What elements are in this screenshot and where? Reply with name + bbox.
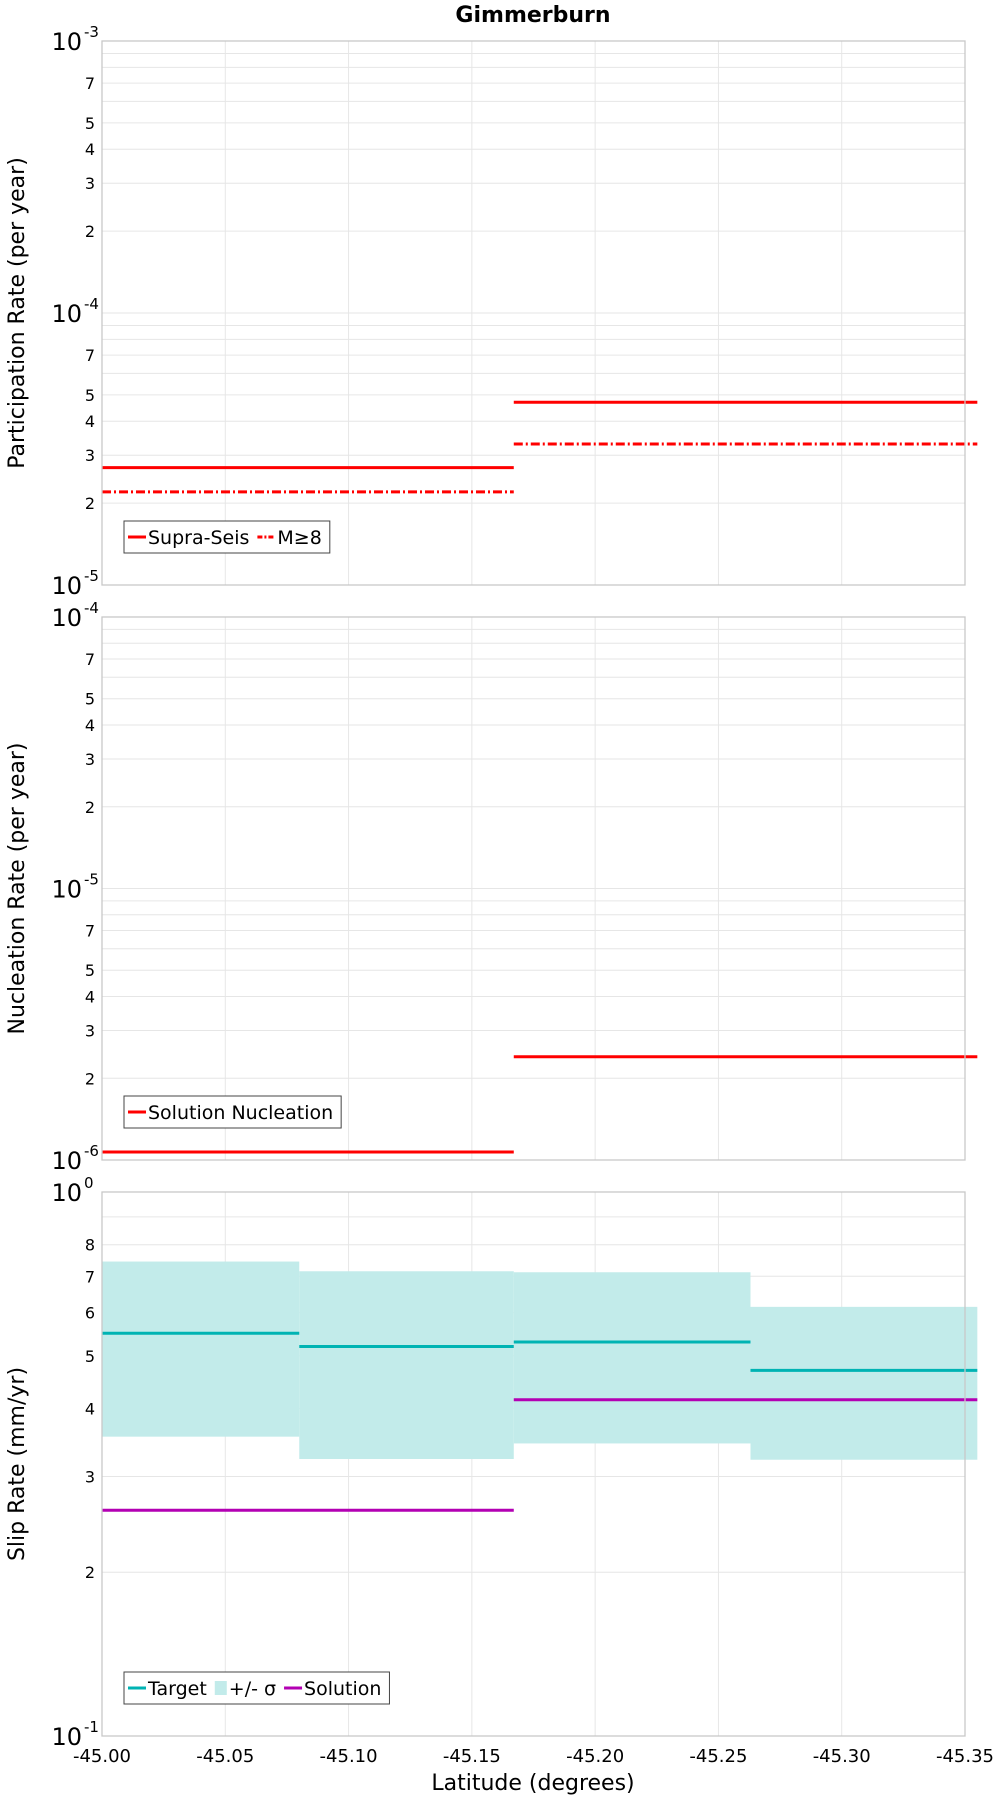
x-tick-label: -45.35	[936, 1746, 994, 1767]
y-tick-label: 7	[85, 74, 95, 93]
band-segment	[102, 1261, 300, 1437]
y-tick-exponent: -4	[84, 599, 99, 617]
y-tick-label: 5	[85, 961, 95, 980]
y-tick-exponent: -1	[84, 1718, 99, 1736]
y-tick-exponent: -3	[84, 23, 99, 41]
legend: Solution Nucleation	[123, 1095, 342, 1129]
y-tick-label: 5	[85, 1347, 95, 1366]
legend-swatch	[214, 1681, 227, 1695]
chart-title: Gimmerburn	[455, 3, 610, 28]
band-segment	[513, 1272, 751, 1444]
y-tick-label: 2	[85, 798, 95, 817]
x-tick-label: -45.20	[566, 1746, 624, 1767]
plot-frame	[101, 1191, 966, 1737]
band-segment	[750, 1306, 978, 1460]
legend-label: Target	[147, 1678, 207, 1700]
legend-label: +/- σ	[229, 1678, 276, 1700]
y-tick-label: 10	[51, 1179, 82, 1207]
y-tick-label: 10	[51, 572, 82, 600]
y-tick-label: 6	[85, 1304, 95, 1323]
x-tick-label: -45.00	[73, 1746, 131, 1767]
y-tick-label: 7	[85, 346, 95, 365]
y-axis-label: Slip Rate (mm/yr)	[5, 1367, 30, 1561]
x-axis-label: Latitude (degrees)	[431, 1771, 634, 1796]
y-tick-exponent: -5	[84, 567, 99, 585]
y-tick-exponent: 0	[84, 1174, 94, 1192]
x-tick-label: -45.05	[196, 1746, 254, 1767]
y-tick-label: 4	[85, 716, 95, 735]
y-tick-exponent: -4	[84, 295, 99, 313]
y-tick-label: 4	[85, 412, 95, 431]
plot-frame	[101, 616, 966, 1161]
y-tick-label: 7	[85, 922, 95, 941]
y-tick-label: 10	[51, 604, 82, 632]
y-tick-label: 10	[51, 1723, 82, 1751]
y-tick-label: 10	[51, 1147, 82, 1175]
y-tick-label: 8	[85, 1236, 95, 1255]
legend-label: Supra-Seis	[148, 527, 249, 549]
y-tick-label: 10	[51, 300, 82, 328]
legend: Target +/- σ Solution	[123, 1671, 390, 1705]
legend-box	[123, 520, 331, 554]
y-tick-label: 2	[85, 494, 95, 513]
y-tick-label: 7	[85, 1267, 95, 1286]
y-tick-label: 5	[85, 690, 95, 709]
y-tick-label: 5	[85, 114, 95, 133]
y-tick-label: 10	[51, 28, 82, 56]
y-tick-label: 4	[85, 988, 95, 1007]
x-tick-label: -45.25	[689, 1746, 747, 1767]
y-axis-label: Nucleation Rate (per year)	[5, 743, 30, 1035]
band-segment	[299, 1271, 514, 1459]
y-tick-label: 3	[85, 174, 95, 193]
y-tick-label: 3	[85, 446, 95, 465]
y-tick-exponent: -6	[84, 1142, 99, 1160]
legend-label: M≥8	[277, 527, 321, 549]
legend-label: Solution	[304, 1678, 381, 1700]
legend-box	[123, 1671, 390, 1705]
y-tick-label: 4	[85, 1399, 95, 1418]
y-tick-label: 10	[51, 876, 82, 904]
y-tick-label: 3	[85, 1467, 95, 1486]
y-axis-label: Participation Rate (per year)	[5, 157, 30, 469]
y-tick-label: 4	[85, 140, 95, 159]
plot-frame	[101, 40, 966, 586]
y-tick-exponent: -5	[84, 871, 99, 889]
x-tick-label: -45.15	[443, 1746, 501, 1767]
y-tick-label: 2	[85, 1563, 95, 1582]
x-tick-label: -45.10	[320, 1746, 378, 1767]
y-tick-label: 3	[85, 1021, 95, 1040]
legend: Supra-Seis M≥8	[123, 520, 331, 554]
y-tick-label: 5	[85, 386, 95, 405]
y-tick-label: 2	[85, 1069, 95, 1088]
legend-label: Solution Nucleation	[148, 1102, 333, 1124]
y-tick-label: 2	[85, 222, 95, 241]
y-tick-label: 3	[85, 750, 95, 769]
legend-box	[123, 1095, 342, 1129]
x-tick-label: -45.30	[813, 1746, 871, 1767]
y-tick-label: 7	[85, 650, 95, 669]
